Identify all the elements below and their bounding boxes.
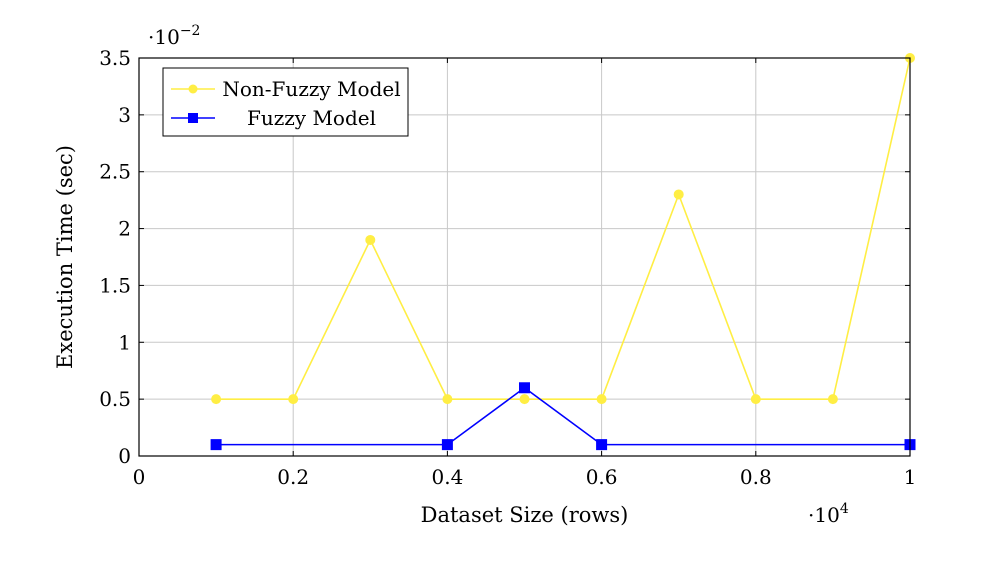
x-axis-ticks: 0 0.2 0.4 0.6 0.8 1 — [133, 58, 917, 489]
y-tick-label: 1 — [118, 330, 131, 354]
x-scale-base: ·10 — [808, 503, 840, 527]
x-tick-label: 1 — [904, 465, 917, 489]
y-axis-ticks: 0 0.5 1 1.5 2 2.5 3 3.5 — [99, 46, 910, 468]
legend-entry-0: Non-Fuzzy Model — [171, 77, 401, 101]
y-axis-title: Execution Time (sec) — [53, 145, 77, 369]
legend-marker — [188, 84, 198, 94]
legend-box — [162, 67, 409, 137]
series-point-0 — [211, 394, 222, 405]
series-point-0 — [519, 394, 530, 405]
legend-label: Non-Fuzzy Model — [222, 77, 400, 101]
series-point-1 — [596, 439, 608, 451]
y-tick-label: 2 — [118, 217, 131, 241]
legend-marker — [188, 113, 198, 123]
x-scale-exponent: 4 — [840, 501, 849, 517]
y-tick-label: 3.5 — [99, 46, 131, 70]
x-axis-title: Dataset Size (rows) — [421, 503, 629, 527]
x-tick-label: 0.6 — [586, 465, 618, 489]
series-point-0 — [596, 394, 607, 405]
x-axis-scale-factor: ·104 — [808, 501, 849, 527]
y-tick-label: 2.5 — [99, 160, 131, 184]
y-tick-label: 1.5 — [99, 273, 131, 297]
series-line-0 — [216, 57, 911, 400]
series-point-0 — [673, 189, 684, 200]
series-point-0 — [827, 394, 838, 405]
plot-frame — [138, 57, 911, 457]
x-tick-label: 0.8 — [740, 465, 772, 489]
x-tick-label: 0.2 — [277, 465, 309, 489]
series-point-0 — [442, 394, 453, 405]
y-scale-base: ·10 — [148, 25, 180, 49]
series-point-1 — [210, 439, 222, 451]
legend-label: Fuzzy Model — [247, 106, 376, 130]
series-layer — [210, 53, 916, 451]
y-tick-label: 0.5 — [99, 387, 131, 411]
series-line-1 — [216, 386, 910, 446]
y-tick-label: 0 — [118, 444, 131, 468]
series-point-0 — [365, 234, 376, 245]
legend: Non-Fuzzy Model Fuzzy Model — [162, 67, 409, 137]
series-point-0 — [750, 394, 761, 405]
legend-entry-1: Fuzzy Model — [171, 106, 376, 130]
series-point-1 — [519, 382, 530, 394]
y-axis-scale-factor: ·10−2 — [148, 23, 200, 49]
y-scale-exponent: −2 — [180, 23, 201, 39]
series-point-1 — [441, 439, 453, 451]
series-point-0 — [288, 394, 299, 405]
y-tick-label: 3 — [118, 103, 131, 127]
x-tick-label: 0.4 — [431, 465, 463, 489]
x-tick-label: 0 — [133, 465, 146, 489]
